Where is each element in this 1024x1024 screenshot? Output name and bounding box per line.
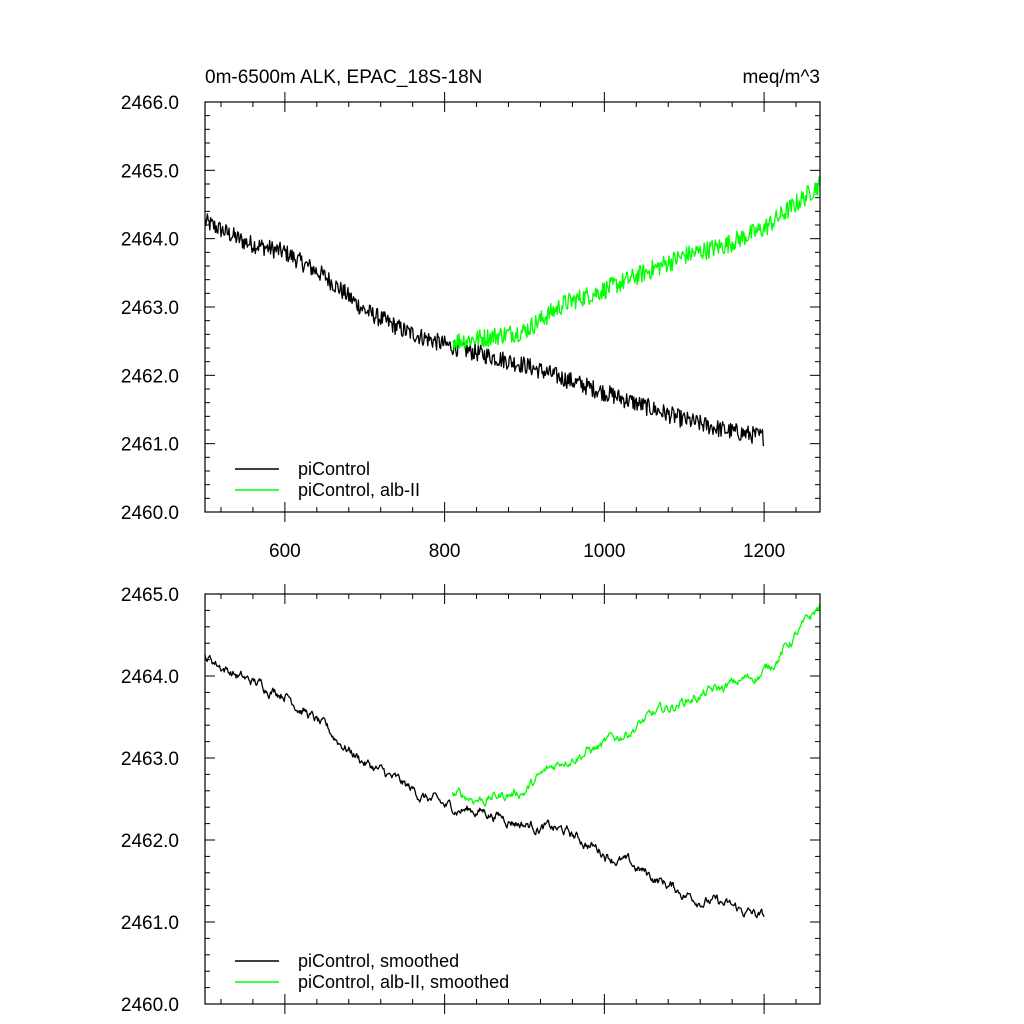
- bottom-y-tick-labels: 2460.0 2461.0 2462.0 2463.0 2464.0 2465.0: [121, 585, 179, 1016]
- legend-label-picontrol-smoothed: piControl, smoothed: [298, 951, 459, 971]
- top-y-tick-labels: 2460.0 2461.0 2462.0 2463.0 2464.0 2465.0 2466…: [121, 93, 179, 524]
- chart-title: 0m-6500m ALK, EPAC_18S-18N: [205, 67, 482, 88]
- x-tick-label: 600: [269, 541, 301, 562]
- y-tick-label: 2463.0: [121, 298, 179, 319]
- y-tick-label: 2462.0: [121, 366, 179, 387]
- top-panel: 0m-6500m ALK, EPAC_18S-18N meq/m^3 2460.…: [121, 67, 821, 562]
- bottom-legend: piControl, smoothed piControl, alb-II, s…: [235, 951, 509, 992]
- x-tick-label: 1000: [583, 541, 625, 562]
- bottom-axes-ticks: [205, 584, 820, 1014]
- y-tick-label: 2464.0: [121, 230, 179, 251]
- y-tick-label: 2465.0: [121, 161, 179, 182]
- bottom-plot-frame: [204, 593, 821, 1005]
- x-tick-label: 800: [429, 541, 461, 562]
- series-line-picontrol: [204, 213, 765, 447]
- series-line-picontrol-alb-ii-smoothed: [451, 604, 821, 807]
- y-tick-label: 2460.0: [121, 503, 179, 524]
- bottom-series-layer: [204, 604, 821, 919]
- legend-label-alb-ii: piControl, alb-II: [298, 480, 420, 500]
- units-label: meq/m^3: [742, 67, 820, 88]
- series-line-picontrol-alb-ii: [452, 176, 821, 351]
- y-tick-label: 2461.0: [121, 913, 179, 934]
- y-tick-label: 2461.0: [121, 435, 179, 456]
- series-line-picontrol-smoothed: [204, 654, 765, 919]
- y-tick-label: 2464.0: [121, 667, 179, 688]
- x-tick-label: 1200: [743, 541, 785, 562]
- y-tick-label: 2460.0: [121, 995, 179, 1016]
- y-tick-label: 2465.0: [121, 585, 179, 606]
- y-tick-label: 2462.0: [121, 831, 179, 852]
- y-tick-label: 2463.0: [121, 749, 179, 770]
- top-plot-frame: [204, 101, 821, 513]
- bottom-panel: 2460.0 2461.0 2462.0 2463.0 2464.0 2465.0 piC…: [121, 584, 821, 1016]
- top-axes-ticks: [205, 92, 820, 522]
- legend-label-picontrol: piControl: [298, 459, 370, 479]
- y-tick-label: 2466.0: [121, 93, 179, 114]
- legend-label-alb-ii-smoothed: piControl, alb-II, smoothed: [298, 972, 509, 992]
- top-series-layer: [204, 176, 821, 447]
- top-legend: piControl piControl, alb-II: [235, 459, 420, 500]
- top-x-tick-labels: 600 800 1000 1200: [269, 541, 785, 562]
